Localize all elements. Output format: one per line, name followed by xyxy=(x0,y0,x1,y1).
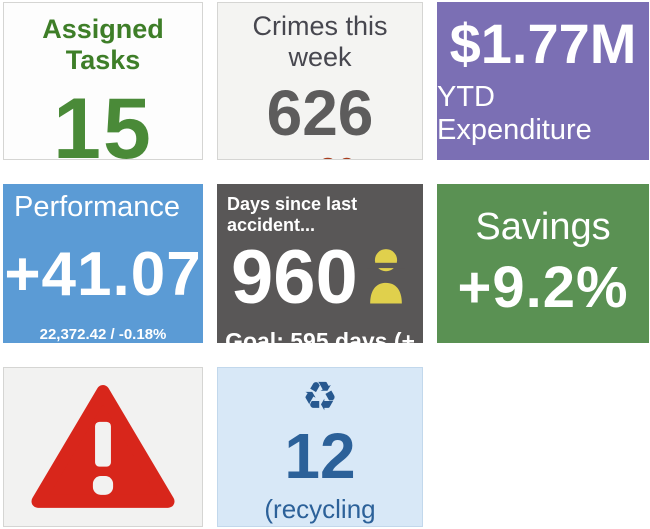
assigned-tasks-title: Assigned Tasks xyxy=(42,14,164,75)
recycle-icon: ♻ xyxy=(302,375,338,419)
savings-title: Savings xyxy=(475,206,611,248)
days-since-accident-goal: Goal: 595 days (+ 161.3%) xyxy=(225,328,415,343)
recycling-tile: ♻ 12 (recycling depots) xyxy=(217,367,423,527)
recycling-label: (recycling depots) xyxy=(264,494,376,526)
crimes-delta: ▲ 26 xyxy=(218,151,422,159)
days-since-accident-row: 960 xyxy=(217,237,423,319)
days-since-accident-value: 960 xyxy=(231,235,358,320)
crimes-value: 626 xyxy=(266,77,374,149)
assigned-tasks-value: 15 xyxy=(53,81,153,160)
performance-value: +41.07 xyxy=(4,240,202,309)
recycling-value: 12 xyxy=(284,420,356,492)
savings-tile: Savings +9.2% xyxy=(437,184,649,343)
ytd-expenditure-value: $1.77M xyxy=(449,12,637,76)
warning-tile xyxy=(3,367,203,527)
performance-tile: Performance +41.07 22,372.42 / -0.18% xyxy=(3,184,203,343)
days-since-accident-title: Days since last accident... xyxy=(227,194,358,235)
crimes-delta-value: 26 xyxy=(319,151,356,159)
crimes-tile: Crimes this week 626 ▲ 26 xyxy=(217,2,423,160)
worker-person-icon xyxy=(367,248,405,309)
performance-title: Performance xyxy=(14,191,181,223)
performance-detail: 22,372.42 / -0.18% xyxy=(39,326,167,343)
days-since-accident-tile: Days since last accident... 960 Goal: 59… xyxy=(217,184,423,343)
warning-triangle-icon xyxy=(27,380,179,515)
savings-value: +9.2% xyxy=(457,255,629,320)
up-triangle-icon: ▲ xyxy=(285,154,311,159)
ytd-expenditure-label: YTD Expenditure xyxy=(437,80,592,146)
ytd-expenditure-tile: $1.77M YTD Expenditure xyxy=(437,2,649,160)
assigned-tasks-tile: Assigned Tasks 15 xyxy=(3,2,203,160)
crimes-title: Crimes this week xyxy=(252,11,388,72)
